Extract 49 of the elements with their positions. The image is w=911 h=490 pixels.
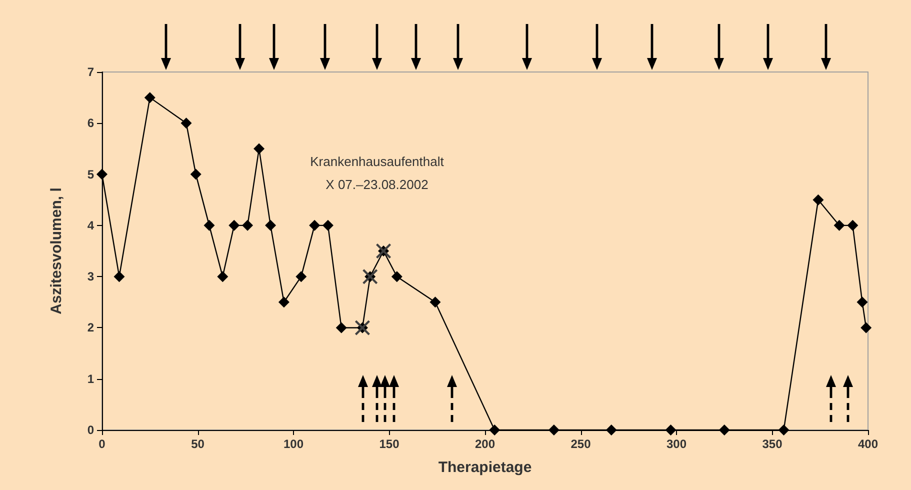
point (114, 271, 125, 282)
y-tick-label: 6 (87, 116, 94, 130)
point (847, 220, 858, 231)
x-tick-label: 0 (98, 437, 106, 451)
point (278, 296, 290, 308)
point (489, 424, 500, 436)
x-tick-label: 150 (379, 437, 400, 451)
point (778, 424, 790, 436)
y-tick-label: 3 (87, 270, 94, 284)
point (391, 271, 402, 282)
point (430, 296, 441, 308)
point (204, 220, 215, 231)
annotation: Krankenhausaufenthalt X 07.–23.08.2002 (310, 154, 444, 192)
point (309, 220, 320, 231)
y-tick-label: 1 (87, 372, 94, 386)
y-tick-label: 2 (87, 320, 94, 335)
point (336, 322, 347, 334)
point (856, 296, 868, 308)
x-tick-label: 100 (283, 437, 304, 451)
point (265, 220, 276, 231)
point (254, 143, 265, 154)
point (190, 168, 202, 180)
point (548, 424, 560, 436)
y-tick-label: 0 (87, 423, 94, 437)
x-tick-label: 300 (666, 437, 687, 451)
y-axis-title: Aszitesvolumen, l (48, 188, 65, 314)
point (144, 92, 156, 104)
point (718, 424, 730, 436)
x-tick-label: 350 (762, 437, 783, 451)
x-tick-label: 200 (474, 437, 496, 451)
point (606, 424, 617, 436)
x-axis-title: Therapietage (438, 459, 532, 476)
point (96, 168, 108, 180)
point (228, 220, 240, 231)
point (296, 271, 307, 282)
y-tick-label: 7 (87, 65, 94, 79)
x-tick-label: 400 (858, 437, 878, 451)
point (180, 118, 192, 129)
x-tick-label: 50 (191, 437, 205, 451)
point (834, 220, 845, 231)
point (242, 220, 254, 231)
point (217, 271, 228, 282)
y-tick-label: 4 (87, 218, 94, 232)
point (665, 424, 676, 436)
point (812, 194, 824, 206)
point (322, 220, 334, 231)
x-tick-label: 250 (570, 437, 592, 451)
point (860, 322, 872, 334)
y-tick-label: 5 (87, 167, 94, 182)
